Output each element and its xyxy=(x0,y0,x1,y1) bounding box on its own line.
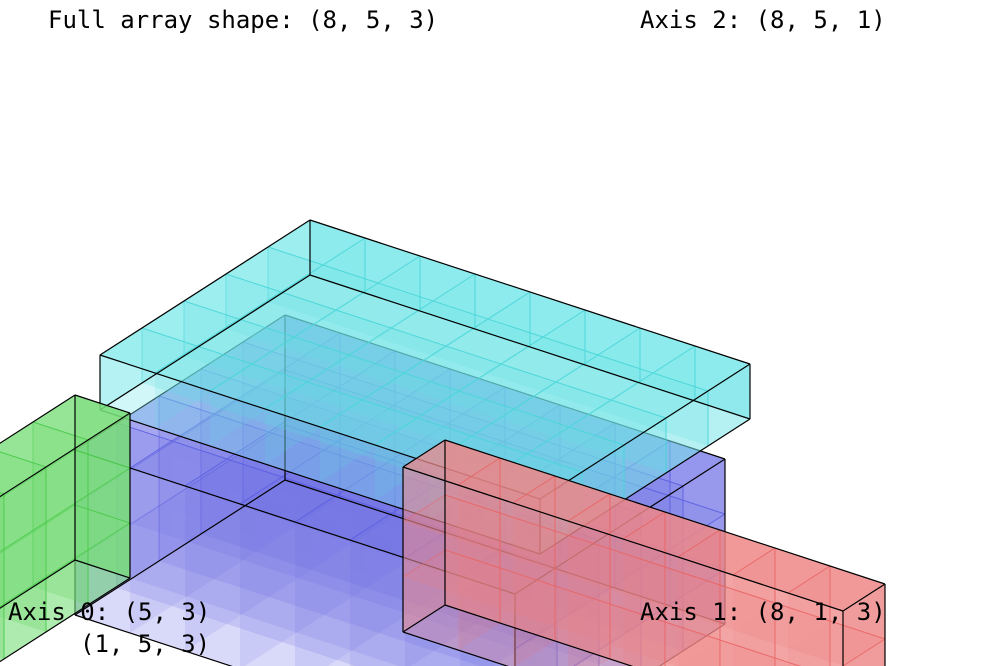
label-axis-2: Axis 2: (8, 5, 1) xyxy=(640,6,886,34)
label-full-array-shape: Full array shape: (8, 5, 3) xyxy=(48,6,438,34)
array-axes-diagram xyxy=(0,0,1000,666)
label-axis-0-line1: Axis 0: (5, 3) xyxy=(8,598,210,626)
label-axis-1: Axis 1: (8, 1, 3) xyxy=(640,598,886,626)
label-axis-0-line2: (1, 5, 3) xyxy=(80,630,210,658)
